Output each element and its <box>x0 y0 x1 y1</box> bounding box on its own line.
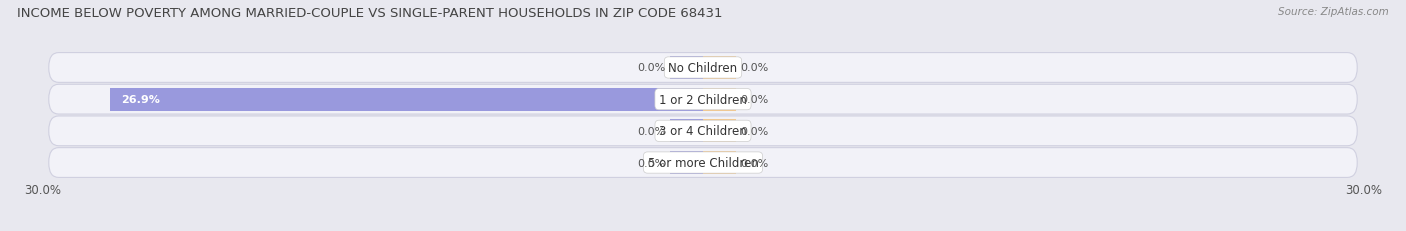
FancyBboxPatch shape <box>49 53 1357 83</box>
FancyBboxPatch shape <box>49 85 1357 115</box>
Text: 5 or more Children: 5 or more Children <box>648 156 758 169</box>
Bar <box>669 57 703 79</box>
Text: 3 or 4 Children: 3 or 4 Children <box>659 125 747 138</box>
Bar <box>703 88 737 111</box>
Text: 0.0%: 0.0% <box>741 158 769 168</box>
Bar <box>669 120 703 143</box>
Text: 1 or 2 Children: 1 or 2 Children <box>659 93 747 106</box>
Bar <box>111 88 703 111</box>
Text: 0.0%: 0.0% <box>637 63 665 73</box>
Text: 0.0%: 0.0% <box>741 63 769 73</box>
Bar <box>703 152 737 174</box>
Bar <box>703 57 737 79</box>
FancyBboxPatch shape <box>49 116 1357 146</box>
Text: 0.0%: 0.0% <box>637 126 665 136</box>
Text: 0.0%: 0.0% <box>637 158 665 168</box>
Bar <box>669 152 703 174</box>
FancyBboxPatch shape <box>49 148 1357 178</box>
Text: 0.0%: 0.0% <box>741 95 769 105</box>
Text: 26.9%: 26.9% <box>121 95 160 105</box>
Text: 0.0%: 0.0% <box>741 126 769 136</box>
Bar <box>703 120 737 143</box>
Text: No Children: No Children <box>668 62 738 75</box>
Text: Source: ZipAtlas.com: Source: ZipAtlas.com <box>1278 7 1389 17</box>
Text: INCOME BELOW POVERTY AMONG MARRIED-COUPLE VS SINGLE-PARENT HOUSEHOLDS IN ZIP COD: INCOME BELOW POVERTY AMONG MARRIED-COUPL… <box>17 7 723 20</box>
